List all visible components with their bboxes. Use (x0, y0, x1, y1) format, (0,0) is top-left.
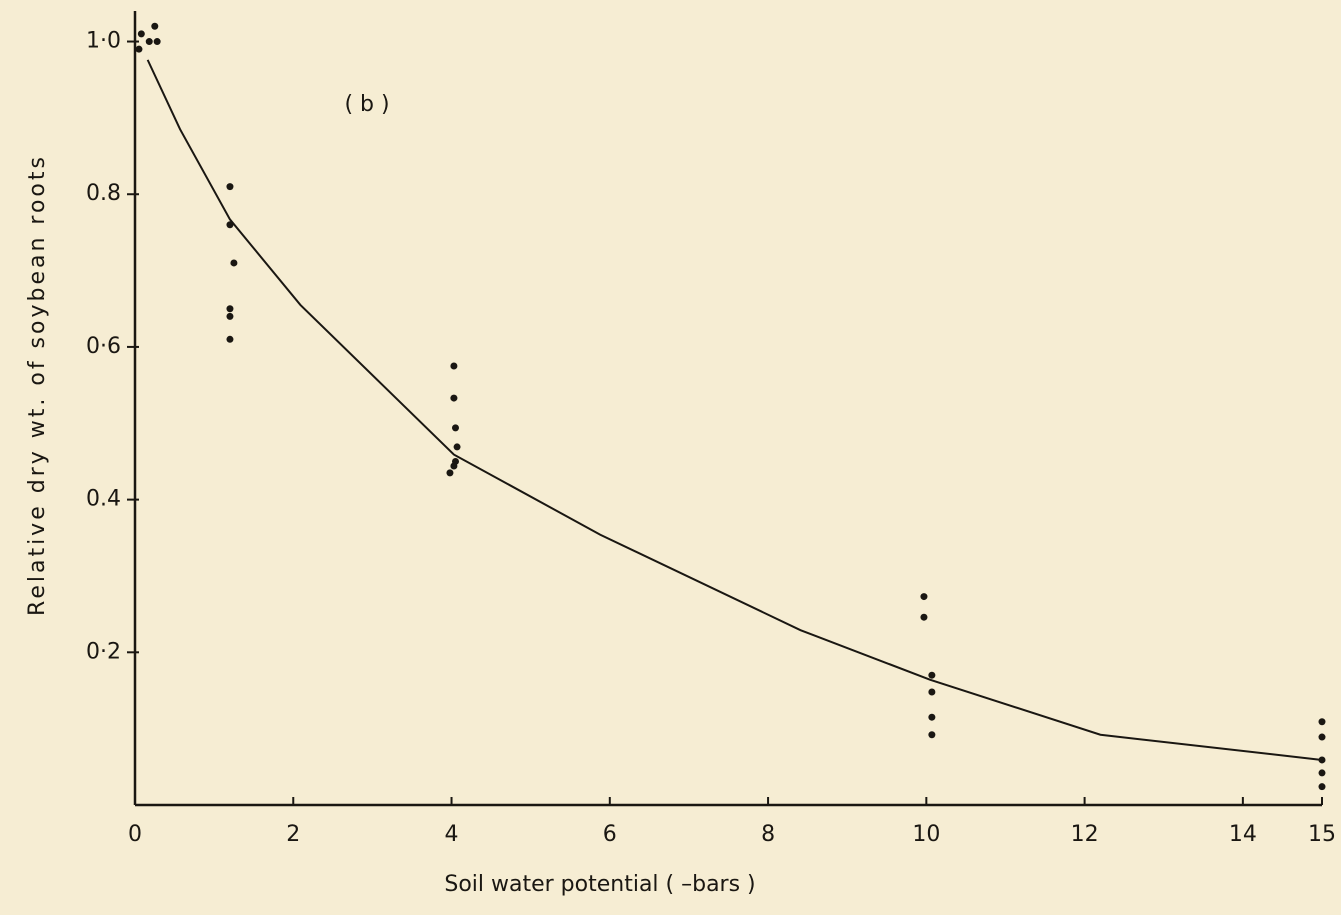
data-point (920, 613, 928, 621)
data-point (451, 424, 459, 432)
data-point (450, 462, 458, 470)
data-point (145, 38, 153, 46)
data-point (1318, 769, 1326, 777)
data-point (920, 593, 928, 601)
data-point (137, 30, 145, 38)
data-point (226, 312, 234, 320)
x-tick-label: 2 (286, 822, 300, 847)
data-point (928, 713, 936, 721)
data-point (230, 259, 238, 267)
data-point (928, 671, 936, 679)
data-point (450, 394, 458, 402)
data-point (453, 443, 461, 451)
x-tick-label: 0 (128, 822, 142, 847)
y-tick-label: 0.8 (86, 181, 121, 206)
x-tick-label: 15 (1308, 822, 1336, 847)
data-point (151, 22, 159, 30)
x-tick-label: 4 (445, 822, 459, 847)
x-tick-label: 6 (603, 822, 617, 847)
y-tick-label: 1·0 (86, 29, 121, 54)
data-point (450, 362, 458, 370)
data-point (928, 731, 936, 739)
data-point (1318, 756, 1326, 764)
data-point (1318, 733, 1326, 741)
annotation: ( b ) (344, 92, 389, 117)
data-point (153, 38, 161, 46)
x-axis-label: Soil water potential ( –bars ) (444, 872, 755, 897)
y-tick-label: 0.4 (86, 487, 121, 512)
data-point (226, 335, 234, 343)
x-tick-label: 8 (761, 822, 775, 847)
data-point (226, 183, 234, 191)
data-point (226, 221, 234, 229)
data-point (446, 469, 454, 477)
x-tick-label: 10 (912, 822, 940, 847)
data-point (928, 688, 936, 696)
data-point (135, 45, 143, 53)
data-point (1318, 718, 1326, 726)
x-tick-label: 12 (1071, 822, 1099, 847)
x-tick-label: 14 (1229, 822, 1257, 847)
data-point (1318, 783, 1326, 791)
y-tick-label: 0·2 (86, 639, 121, 664)
fitted-curve (146, 59, 1323, 761)
data-point (226, 305, 234, 313)
y-tick-label: 0·6 (86, 334, 121, 359)
y-axis-label: Relative dry wt. of soybean roots (25, 154, 50, 616)
